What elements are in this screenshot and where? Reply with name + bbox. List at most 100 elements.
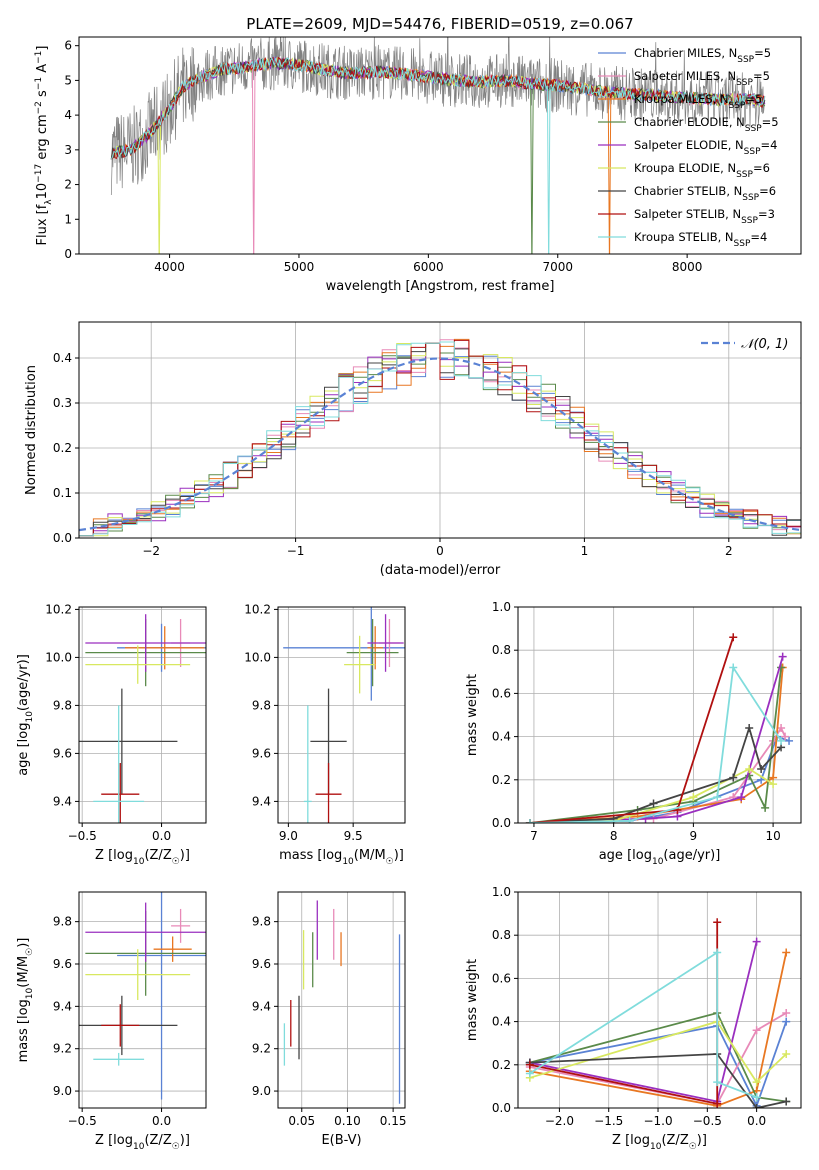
mass-vs-ebv-panel: 0.05 0.10 0.15 9.0 9.2 9.4 9.6 9.8 E(B-V) bbox=[252, 891, 407, 1148]
x-tick-label: −1 bbox=[287, 544, 305, 558]
y-tick-label: 0.4 bbox=[53, 351, 72, 365]
y-tick-label: 9.4 bbox=[53, 794, 72, 808]
x-axis-label: mass [log10(M/M☉)] bbox=[279, 848, 404, 867]
weight-marker bbox=[729, 663, 738, 672]
y-tick-label: 0 bbox=[64, 247, 72, 261]
weight-marker bbox=[689, 793, 698, 802]
weight-marker bbox=[769, 780, 778, 789]
x-tick-label: 9.0 bbox=[279, 829, 298, 843]
weight-vs-Z-panel: −2.0 −1.5 −1.0 −0.5 0.0 0.0 0.2 0.4 0.6 0.8 1.0 Z [… bbox=[465, 885, 802, 1152]
y-tick-label: 6 bbox=[64, 39, 72, 53]
y-tick-label: 9.6 bbox=[252, 746, 271, 760]
y-tick-label: 9.6 bbox=[252, 957, 271, 971]
legend-entry: Kroupa STELIB, NSSP=4 bbox=[634, 230, 767, 249]
residuals-panel: −2 −1 0 1 2 0.0 0.1 0.2 0.3 0.4 𝒩(0, 1) (data-model… bbox=[24, 321, 802, 578]
plot-area bbox=[79, 338, 801, 537]
y-tick-label: 0.0 bbox=[492, 816, 511, 830]
axes-frame bbox=[517, 606, 802, 824]
x-axis-label: E(B-V) bbox=[321, 1133, 361, 1148]
y-tick-label: 2 bbox=[64, 178, 72, 192]
y-axis-label: mass [log10(M/M☉)] bbox=[16, 938, 35, 1063]
x-tick-label: 1 bbox=[581, 544, 589, 558]
legend-entry: Chabrier MILES, NSSP=5 bbox=[634, 46, 771, 65]
y-tick-label: 0.1 bbox=[53, 486, 72, 500]
x-axis-label: age [log10(age/yr)] bbox=[599, 848, 721, 867]
weight-marker bbox=[761, 803, 770, 812]
y-tick-label: 9.8 bbox=[252, 915, 271, 929]
age-vs-mass-panel: 9.0 9.5 9.4 9.6 9.8 10.0 10.2 mass [log10(M/M☉)… bbox=[244, 602, 406, 867]
y-tick-label: 0.2 bbox=[53, 441, 72, 455]
weight-marker bbox=[752, 1104, 761, 1108]
plot-area bbox=[79, 614, 206, 823]
model-spectrum-line bbox=[110, 57, 766, 254]
legend-entry: Chabrier STELIB, NSSP=6 bbox=[634, 184, 776, 203]
y-axis-label: Flux [fλ10−17 erg cm−2 s−1 A−1] bbox=[34, 46, 54, 246]
y-tick-label: 1.0 bbox=[492, 885, 511, 899]
legend-entry: Kroupa ELODIE, NSSP=6 bbox=[634, 161, 770, 180]
x-tick-label: 9 bbox=[690, 829, 698, 843]
x-tick-label: −1.5 bbox=[594, 1114, 623, 1128]
axes-frame bbox=[78, 606, 207, 824]
x-axis-label: Z [log10(Z/Z☉)] bbox=[612, 1133, 707, 1152]
legend-entry: Kroupa MILES, NSSP=5 bbox=[634, 92, 762, 111]
x-tick-label: 8000 bbox=[672, 260, 703, 274]
x-tick-label: 7000 bbox=[542, 260, 573, 274]
plot-area bbox=[525, 633, 794, 823]
y-tick-label: 1.0 bbox=[492, 600, 511, 614]
x-axis-label: wavelength [Angstrom, rest frame] bbox=[326, 279, 555, 294]
weight-marker bbox=[713, 918, 722, 927]
y-tick-label: 9.8 bbox=[252, 698, 271, 712]
x-tick-label: −0.5 bbox=[68, 829, 97, 843]
x-axis-label: Z [log10(Z/Z☉)] bbox=[95, 1133, 190, 1152]
y-tick-label: 10.2 bbox=[45, 602, 72, 616]
legend-entry: 𝒩(0, 1) bbox=[741, 337, 788, 352]
x-tick-label: −0.5 bbox=[68, 1114, 97, 1128]
plot-area bbox=[283, 900, 401, 1104]
weight-marker bbox=[625, 816, 634, 823]
y-tick-label: 9.2 bbox=[252, 1042, 271, 1056]
x-tick-label: −0.5 bbox=[693, 1114, 722, 1128]
legend-entry: Chabrier ELODIE, NSSP=5 bbox=[634, 115, 779, 134]
weight-marker bbox=[778, 652, 787, 661]
weight-marker bbox=[782, 1097, 791, 1106]
weight-marker bbox=[782, 1008, 791, 1017]
weight-series-line bbox=[529, 1020, 787, 1084]
axes-frame bbox=[78, 36, 802, 255]
y-tick-label: 0.8 bbox=[492, 928, 511, 942]
plot-area bbox=[525, 918, 791, 1108]
weight-marker bbox=[649, 799, 658, 808]
weight-series-line bbox=[529, 950, 757, 1099]
x-tick-label: 0.0 bbox=[747, 1114, 766, 1128]
x-axis-label: Z [log10(Z/Z☉)] bbox=[95, 848, 190, 867]
weight-marker bbox=[752, 1093, 761, 1102]
weight-marker bbox=[713, 793, 722, 802]
x-tick-label: 9.5 bbox=[344, 829, 363, 843]
y-tick-label: 4 bbox=[64, 108, 72, 122]
weight-marker bbox=[782, 948, 791, 957]
y-tick-label: 0.0 bbox=[53, 531, 72, 545]
weight-marker bbox=[745, 765, 754, 773]
plot-area bbox=[283, 607, 405, 823]
axes-frame bbox=[78, 891, 207, 1109]
weight-series-line bbox=[529, 952, 788, 1107]
axes-frame bbox=[277, 891, 406, 1109]
legend-entry: Salpeter MILES, NSSP=5 bbox=[634, 69, 770, 88]
plot-area bbox=[79, 892, 206, 1100]
weight-marker bbox=[713, 948, 722, 957]
x-tick-label: −2 bbox=[142, 544, 160, 558]
y-tick-label: 10.0 bbox=[244, 650, 271, 664]
x-tick-label: −2.0 bbox=[545, 1114, 574, 1128]
x-tick-label: 0.15 bbox=[380, 1114, 407, 1128]
x-tick-label: 0 bbox=[436, 544, 444, 558]
y-tick-label: 0.2 bbox=[492, 1058, 511, 1072]
x-tick-label: 8 bbox=[610, 829, 618, 843]
x-tick-label: 0.10 bbox=[334, 1114, 361, 1128]
y-axis-label: mass weight bbox=[465, 674, 480, 756]
weight-marker bbox=[729, 773, 738, 782]
y-tick-label: 0.2 bbox=[492, 773, 511, 787]
x-tick-label: 0.0 bbox=[152, 1114, 171, 1128]
x-tick-label: 6000 bbox=[413, 260, 444, 274]
y-tick-label: 0.0 bbox=[492, 1101, 511, 1115]
y-tick-label: 9.4 bbox=[53, 999, 72, 1013]
